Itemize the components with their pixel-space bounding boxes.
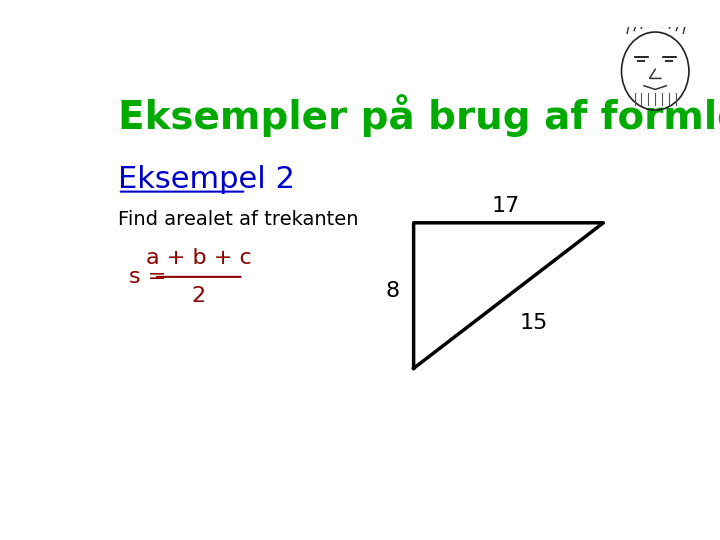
Text: 8: 8 <box>386 281 400 301</box>
Text: s =: s = <box>129 267 174 287</box>
Text: Find arealet af trekanten: Find arealet af trekanten <box>118 210 359 230</box>
Text: Eksempel 2: Eksempel 2 <box>118 165 294 194</box>
Text: Eksempler på brug af formlen:: Eksempler på brug af formlen: <box>118 94 720 137</box>
Text: 15: 15 <box>520 313 548 333</box>
Text: 17: 17 <box>492 196 520 216</box>
Text: a + b + c: a + b + c <box>146 248 252 268</box>
Text: 2: 2 <box>192 286 206 306</box>
